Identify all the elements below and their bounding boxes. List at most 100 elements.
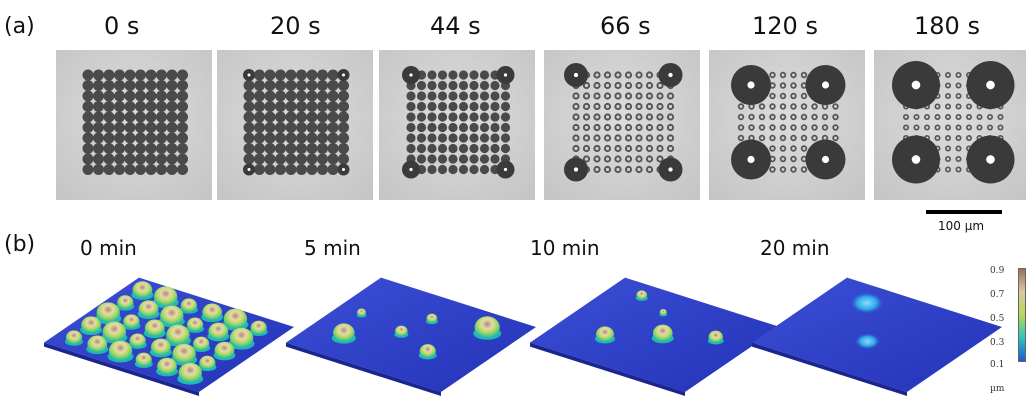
droplet: [448, 122, 458, 133]
droplet: [296, 90, 307, 102]
droplet: [327, 90, 339, 102]
droplet-highlight: [668, 115, 673, 119]
droplet: [448, 112, 458, 122]
droplet-highlight: [605, 157, 610, 161]
droplet: [156, 111, 167, 123]
droplet-highlight: [781, 115, 785, 119]
droplet: [500, 91, 511, 101]
droplet-bump: [426, 313, 438, 324]
droplet: [296, 101, 307, 112]
droplet: [437, 133, 448, 143]
droplet-bump: [214, 341, 235, 360]
droplet: [437, 143, 448, 154]
droplet: [114, 164, 125, 175]
droplet: [338, 101, 349, 112]
droplet: [327, 101, 339, 112]
droplet: [490, 154, 500, 164]
droplet-highlight: [802, 115, 806, 119]
droplet-highlight: [915, 115, 918, 119]
droplet-highlight: [658, 125, 662, 130]
droplet: [145, 143, 157, 154]
droplet-bump: [395, 325, 408, 337]
droplet-highlight: [616, 94, 620, 98]
droplet: [275, 111, 286, 123]
droplet: [177, 122, 188, 133]
droplet: [264, 101, 276, 112]
droplet: [469, 112, 479, 122]
droplet: [254, 69, 265, 81]
droplet-highlight: [999, 115, 1002, 119]
frame-time-label: 120 s: [752, 12, 818, 40]
droplet: [93, 90, 104, 102]
droplet: [156, 90, 167, 102]
droplet-highlight: [605, 167, 610, 172]
droplet-highlight: [986, 155, 995, 164]
droplet-highlight: [605, 104, 610, 109]
droplet-bump: [102, 321, 127, 343]
droplet: [327, 80, 339, 91]
droplet: [296, 143, 307, 154]
droplet-highlight: [821, 81, 830, 89]
droplet-highlight: [802, 84, 806, 87]
droplet: [416, 143, 427, 154]
droplet-bump: [65, 330, 83, 345]
droplet: [406, 112, 416, 122]
droplet-highlight: [647, 125, 652, 130]
droplet-bump: [166, 324, 190, 346]
droplet: [306, 143, 318, 154]
droplet: [177, 132, 188, 144]
droplet: [458, 122, 469, 133]
droplet-highlight: [626, 73, 631, 77]
droplet: [166, 101, 178, 112]
droplet-highlight: [647, 157, 652, 161]
droplet-highlight: [626, 104, 631, 109]
droplet-highlight: [739, 136, 743, 140]
droplet-bump: [659, 309, 667, 316]
droplet: [296, 69, 307, 81]
droplet-highlight: [616, 125, 620, 130]
droplet-highlight: [967, 136, 971, 140]
droplet: [124, 143, 136, 154]
droplet-highlight: [781, 168, 785, 171]
droplet: [82, 90, 94, 102]
droplet: [275, 101, 286, 112]
droplet-highlight: [574, 104, 578, 109]
droplet: [306, 80, 318, 91]
droplet: [156, 153, 167, 165]
droplet: [306, 164, 318, 175]
frame-time-label: 180 s: [914, 12, 980, 40]
droplet-highlight: [626, 125, 631, 130]
droplet-bump: [135, 352, 152, 368]
droplet-highlight: [978, 115, 981, 119]
droplet: [82, 143, 94, 154]
droplet-highlight: [637, 136, 641, 140]
droplet: [448, 164, 458, 175]
droplet: [490, 143, 500, 154]
droplet: [243, 80, 255, 91]
droplet: [285, 153, 297, 165]
droplet: [437, 112, 448, 122]
droplet: [285, 132, 297, 144]
droplet-bump: [202, 303, 223, 322]
droplet: [145, 153, 157, 165]
droplet-bump: [208, 322, 229, 341]
droplet: [427, 91, 437, 101]
droplet: [327, 132, 339, 144]
droplet: [317, 132, 328, 144]
droplet-bump: [160, 305, 184, 327]
droplet: [285, 69, 297, 81]
surface-time-label: 0 min: [80, 236, 137, 260]
droplet: [264, 122, 276, 133]
droplet-highlight: [781, 157, 785, 161]
droplet-highlight: [834, 105, 837, 108]
droplet-bump: [81, 316, 101, 334]
frame-time-label: 20 s: [270, 12, 321, 40]
surface-plot: [752, 262, 1002, 396]
droplet: [275, 122, 286, 133]
droplet: [458, 164, 469, 175]
droplet-highlight: [771, 73, 774, 77]
droplet: [458, 80, 469, 91]
droplet-highlight: [626, 115, 631, 119]
droplet: [285, 101, 297, 112]
droplet-highlight: [957, 157, 960, 161]
